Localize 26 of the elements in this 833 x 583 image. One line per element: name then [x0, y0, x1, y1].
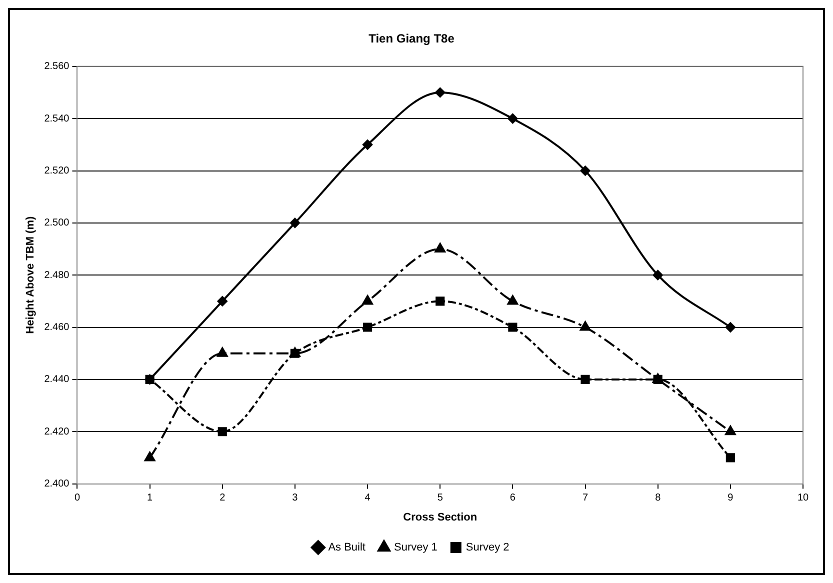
x-tick-label: 7: [582, 492, 588, 504]
x-tick-label: 8: [655, 492, 662, 504]
y-tick-label: 2.560: [44, 61, 70, 72]
y-tick-label: 2.540: [44, 113, 70, 124]
x-tick-label: 1: [147, 492, 154, 504]
y-tick-label: 2.500: [44, 218, 70, 229]
x-tick-label: 5: [437, 492, 444, 504]
legend-label: Survey 1: [394, 542, 438, 554]
x-tick-label: 10: [797, 492, 809, 504]
x-tick-label: 6: [510, 492, 516, 504]
x-tick-label: 3: [292, 492, 298, 504]
y-tick-label: 2.420: [44, 426, 70, 438]
legend-label: Survey 2: [466, 542, 510, 554]
y-tick-label: 2.480: [44, 270, 70, 281]
y-tick-label: 2.520: [44, 166, 70, 176]
legend-label: As Built: [328, 542, 366, 554]
y-tick-label: 2.400: [44, 478, 70, 490]
x-tick-label: 9: [728, 492, 734, 504]
y-tick-label: 2.460: [44, 322, 70, 334]
x-tick-label: 4: [364, 492, 371, 504]
x-tick-label: 2: [220, 492, 226, 504]
chart-title: Tien Giang T8e: [368, 32, 455, 46]
x-tick-label: 0: [74, 492, 80, 504]
x-axis-title: Cross Section: [403, 511, 478, 524]
y-axis-title: Height Above TBM (m): [24, 216, 37, 334]
y-tick-label: 2.440: [44, 374, 70, 386]
